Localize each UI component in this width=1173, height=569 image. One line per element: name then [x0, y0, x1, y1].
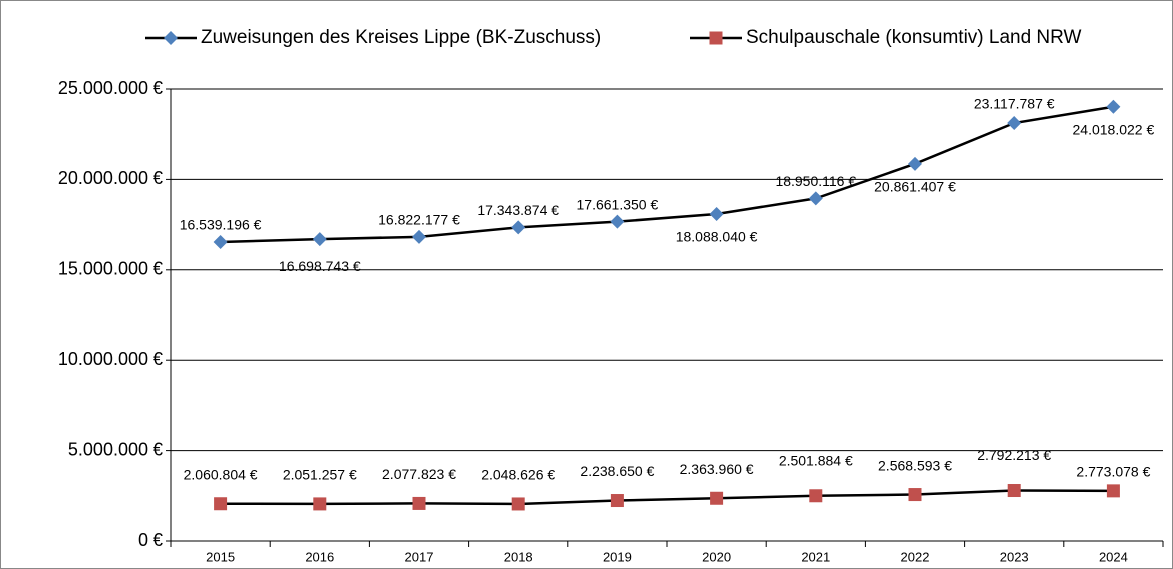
- data-label: 18.950.116 €: [775, 173, 856, 189]
- x-tick-label: 2017: [405, 549, 434, 564]
- marker: [709, 206, 724, 221]
- data-label: 2.773.078 €: [1076, 464, 1150, 480]
- series-line: [220, 105, 1114, 244]
- legend-label: Zuweisungen des Kreises Lippe (BK-Zuschu…: [201, 27, 601, 48]
- marker: [610, 494, 624, 508]
- data-label: 2.048.626 €: [481, 467, 555, 483]
- x-tick-label: 2023: [1000, 549, 1029, 564]
- marker: [809, 489, 823, 503]
- legend-marker: [164, 31, 178, 45]
- data-label: 23.117.787 €: [974, 96, 1055, 112]
- x-tick-label: 2019: [603, 549, 632, 564]
- marker: [412, 229, 426, 244]
- y-tick-label: 5.000.000 €: [68, 439, 163, 459]
- marker: [908, 488, 922, 502]
- marker: [1007, 484, 1021, 498]
- data-label: 16.822.177 €: [378, 212, 460, 228]
- x-tick-label: 2015: [206, 549, 235, 564]
- data-label: 2.077.823 €: [382, 466, 456, 482]
- y-tick-label: 20.000.000 €: [58, 168, 163, 188]
- data-label: 17.661.350 €: [577, 196, 659, 212]
- marker: [908, 156, 922, 171]
- legend-marker: [709, 31, 723, 45]
- data-label: 2.060.804 €: [184, 466, 258, 482]
- marker: [610, 214, 625, 229]
- data-label: 20.861.407 €: [874, 179, 956, 195]
- y-tick-label: 10.000.000 €: [58, 349, 163, 369]
- data-label: 16.698.743 €: [279, 258, 361, 274]
- marker: [511, 497, 525, 511]
- data-label: 17.343.874 €: [477, 202, 559, 218]
- data-label: 2.051.257 €: [283, 467, 357, 483]
- marker: [214, 497, 228, 511]
- y-tick-label: 25.000.000 €: [58, 78, 163, 98]
- marker: [710, 491, 724, 505]
- marker: [213, 234, 228, 249]
- x-tick-label: 2020: [702, 549, 731, 564]
- marker: [1106, 484, 1120, 498]
- x-tick-label: 2021: [801, 549, 830, 564]
- marker: [808, 191, 823, 206]
- data-label: 24.018.022 €: [1073, 121, 1155, 137]
- data-label: 16.539.196 €: [180, 217, 262, 233]
- marker: [312, 232, 327, 247]
- x-tick-label: 2022: [901, 549, 930, 564]
- data-label: 2.568.593 €: [878, 457, 952, 473]
- marker: [412, 496, 426, 510]
- marker: [1106, 99, 1121, 114]
- legend-label: Schulpauschale (konsumtiv) Land NRW: [746, 27, 1082, 48]
- x-tick-label: 2016: [305, 549, 334, 564]
- marker: [511, 220, 526, 235]
- x-tick-label: 2024: [1099, 549, 1128, 564]
- data-label: 2.501.884 €: [779, 452, 853, 468]
- y-tick-label: 15.000.000 €: [58, 259, 163, 279]
- data-label: 2.238.650 €: [580, 463, 654, 479]
- data-label: 2.363.960 €: [680, 461, 754, 477]
- data-label: 2.792.213 €: [977, 447, 1051, 463]
- series-line: [220, 489, 1114, 506]
- x-tick-label: 2018: [504, 549, 533, 564]
- data-label: 18.088.040 €: [676, 229, 758, 245]
- marker: [1007, 116, 1022, 131]
- y-tick-label: 0 €: [138, 530, 163, 550]
- marker: [313, 497, 327, 511]
